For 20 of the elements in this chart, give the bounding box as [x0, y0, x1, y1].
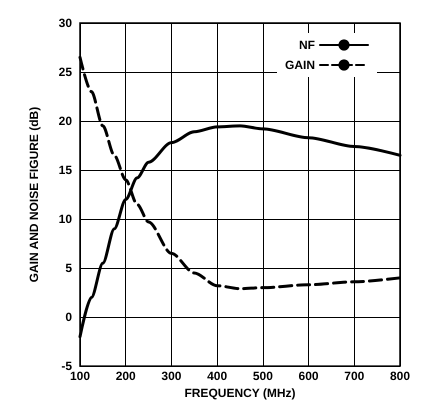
y-tick-label: 5 [65, 261, 72, 276]
y-tick-label: 25 [58, 65, 72, 80]
x-tick-label: 100 [70, 369, 90, 384]
y-tick-label: 20 [58, 114, 72, 128]
x-tick-label: 200 [116, 369, 136, 384]
y-tick-label: 15 [58, 163, 72, 178]
legend-label: GAIN [285, 58, 315, 72]
x-tick-label: 300 [161, 369, 182, 384]
x-tick-label: 800 [390, 369, 410, 384]
x-tick-label: 500 [252, 369, 274, 384]
y-tick-label: 10 [58, 212, 72, 226]
x-tick-label: 400 [207, 369, 228, 384]
y-axis-title: GAIN AND NOISE FIGURE (dB) [27, 106, 41, 282]
x-tick-label: 700 [344, 369, 365, 384]
y-tick-label: 0 [65, 310, 72, 324]
legend-label: NF [299, 38, 315, 52]
x-axis-title: FREQUENCY (MHz) [184, 386, 296, 400]
x-tick-label: 600 [298, 369, 319, 384]
y-tick-label: 30 [58, 16, 72, 30]
y-tick-label: -5 [61, 359, 72, 374]
